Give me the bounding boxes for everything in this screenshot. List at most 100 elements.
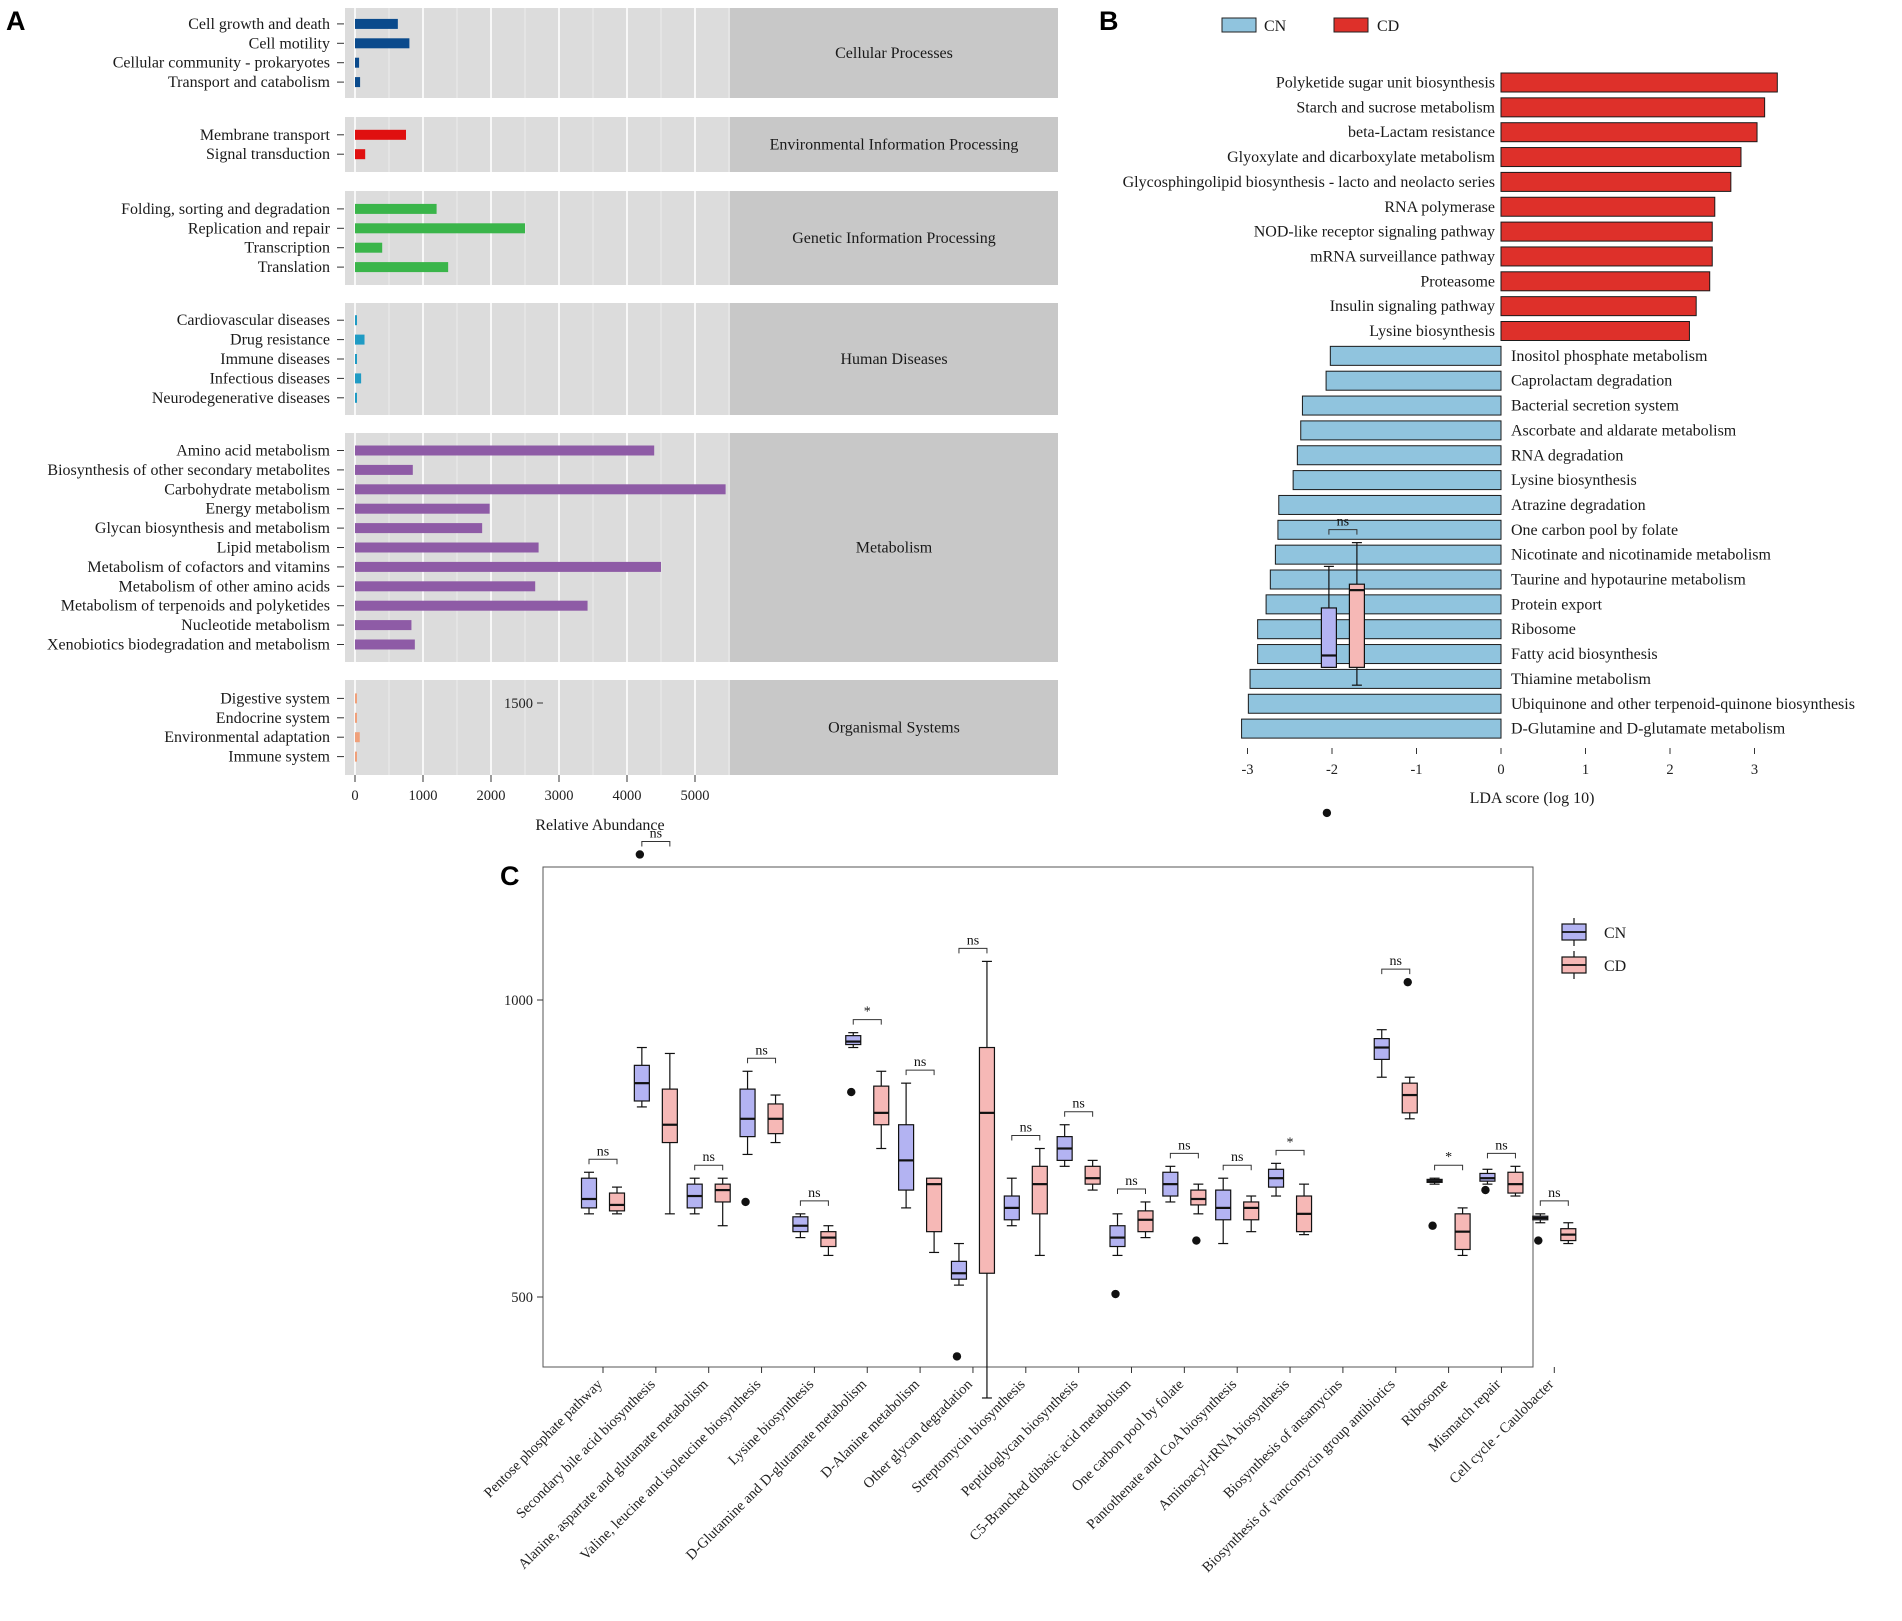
- category-label: Glycosphingolipid biosynthesis - lacto a…: [1123, 174, 1495, 191]
- box: [1084, 1165, 1101, 1185]
- significance-label: ns: [1548, 1186, 1560, 1201]
- bar: [355, 373, 362, 384]
- bar: [1247, 693, 1502, 714]
- facet-strip: [730, 8, 1058, 98]
- significance-label: *: [1287, 1135, 1294, 1150]
- bar: [355, 203, 437, 214]
- significance-label: ns: [1390, 954, 1402, 969]
- bar: [355, 751, 357, 762]
- bar: [1500, 221, 1713, 242]
- significance-bracket: [905, 1069, 935, 1076]
- category-label: Immune diseases: [220, 351, 330, 368]
- x-tick-label: 2000: [477, 788, 506, 804]
- category-label: Glycan biosynthesis and metabolism: [95, 520, 331, 537]
- bar: [1278, 494, 1502, 515]
- significance-bracket: [747, 1057, 777, 1064]
- category-label: Transport and catabolism: [168, 74, 331, 91]
- x-tick-label: 1: [1582, 762, 1589, 778]
- box: [820, 1231, 837, 1248]
- panel-bg: [345, 8, 730, 98]
- category-label: Infectious diseases: [210, 370, 330, 387]
- bar: [1296, 445, 1502, 466]
- outlier-point: [1192, 1236, 1201, 1245]
- box: [1109, 1225, 1126, 1248]
- category-label: Caprolactam degradation: [1511, 373, 1672, 390]
- x-axis-title: LDA score (log 10): [1470, 790, 1595, 807]
- bar: [1300, 420, 1502, 441]
- category-label: Drug resistance: [230, 332, 330, 349]
- category-label: Atrazine degradation: [1511, 497, 1646, 514]
- category-label: Metabolism of other amino acids: [118, 578, 330, 595]
- category-label: Nicotinate and nicotinamide metabolism: [1511, 547, 1771, 564]
- panel-bg: [345, 117, 730, 172]
- panel-b-letter: B: [1099, 6, 1119, 36]
- category-label: Energy metabolism: [205, 501, 330, 518]
- significance-bracket: [1381, 968, 1411, 975]
- box: [1190, 1189, 1207, 1206]
- bar: [1241, 718, 1502, 739]
- bar: [1257, 644, 1502, 665]
- category-label: Insulin signaling pathway: [1330, 298, 1495, 315]
- category-label: Lysine biosynthesis: [1369, 323, 1495, 340]
- bar: [1500, 72, 1778, 93]
- outlier-point: [635, 850, 645, 859]
- legend-swatch-cd: [1333, 17, 1369, 33]
- bar: [355, 392, 357, 403]
- category-label: Fatty acid biosynthesis: [1511, 646, 1658, 663]
- significance-label: ns: [1337, 515, 1349, 530]
- facet-strip: [730, 433, 1058, 662]
- bar: [355, 600, 588, 611]
- bar: [355, 542, 539, 553]
- bar: [1500, 196, 1716, 217]
- significance-bracket: [958, 947, 988, 954]
- category-label: Lipid metabolism: [217, 540, 331, 557]
- box: [1401, 1082, 1418, 1114]
- box: [1320, 607, 1338, 668]
- outlier-point: [1322, 808, 1332, 818]
- category-label: Amino acid metabolism: [176, 443, 330, 460]
- bar: [1500, 296, 1697, 317]
- significance-label: ns: [702, 1150, 714, 1165]
- significance-bracket: [1434, 1164, 1464, 1171]
- category-label: Transcription: [244, 240, 330, 257]
- bar: [1274, 544, 1502, 565]
- bar: [355, 503, 490, 514]
- plot-frame: [542, 866, 1534, 1368]
- category-label: Polyketide sugar unit biosynthesis: [1276, 75, 1495, 92]
- category-label: Immune system: [228, 749, 330, 766]
- category-label: mRNA surveillance pathway: [1310, 248, 1495, 265]
- outlier-point: [1534, 1236, 1543, 1245]
- box: [873, 1085, 890, 1126]
- x-tick-label: 3: [1751, 762, 1758, 778]
- outlier-point: [1481, 1185, 1490, 1195]
- category-label: Glyoxylate and dicarboxylate metabolism: [1227, 149, 1495, 166]
- panel-bg: [345, 303, 730, 415]
- x-tick-label: -3: [1241, 762, 1253, 778]
- significance-bracket: [694, 1164, 724, 1171]
- box: [661, 1088, 678, 1144]
- significance-bracket: [852, 1019, 882, 1025]
- significance-label: ns: [967, 933, 979, 948]
- significance-bracket: [641, 840, 671, 847]
- category-label: Ubiquinone and other terpenoid-quinone b…: [1511, 696, 1855, 713]
- panel-bg: [345, 680, 730, 775]
- significance-label: ns: [755, 1043, 767, 1058]
- bar: [1269, 569, 1502, 590]
- bar: [355, 464, 413, 475]
- category-label: Nucleotide metabolism: [181, 617, 330, 634]
- category-label: Ribosome: [1511, 621, 1576, 638]
- category-label: Cell motility: [249, 35, 330, 52]
- x-tick-label: 2: [1666, 762, 1673, 778]
- facet-strip: [730, 191, 1058, 285]
- box: [739, 1088, 756, 1138]
- x-tick-label: 0: [351, 788, 358, 804]
- bar: [355, 129, 406, 140]
- category-label: beta-Lactam resistance: [1348, 124, 1495, 141]
- bar: [1265, 594, 1502, 615]
- panel-c-letter: C: [500, 861, 520, 891]
- box: [1507, 1171, 1524, 1194]
- box: [925, 1177, 943, 1233]
- significance-label: ns: [914, 1055, 926, 1070]
- bar: [1500, 122, 1758, 143]
- category-label: Membrane transport: [200, 127, 331, 144]
